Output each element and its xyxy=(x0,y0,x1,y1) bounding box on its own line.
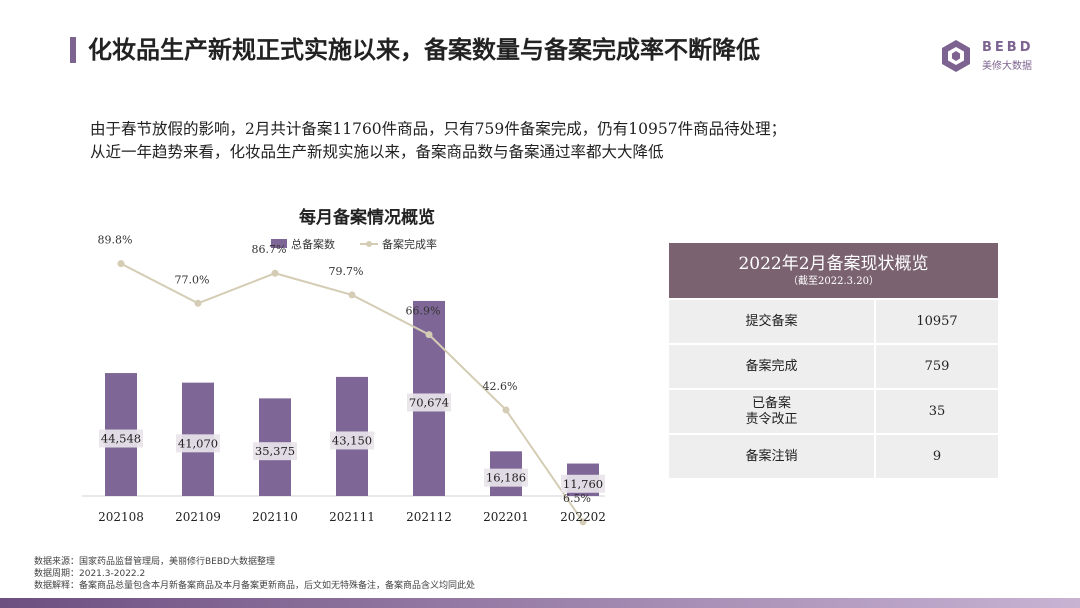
bar-value-label: 43,150 xyxy=(332,433,372,447)
status-value: 9 xyxy=(876,435,998,478)
rate-point xyxy=(579,518,587,526)
rate-value-label: 6.5% xyxy=(563,492,591,505)
legend-bar-swatch xyxy=(271,239,287,248)
status-row: 备案注销 9 xyxy=(669,435,998,478)
bar-value-label: 35,375 xyxy=(255,444,295,458)
status-value: 10957 xyxy=(876,300,998,343)
bar-value-label: 16,186 xyxy=(486,471,526,485)
rate-point xyxy=(348,291,356,299)
status-value: 759 xyxy=(876,345,998,388)
status-label: 提交备案 xyxy=(669,300,874,343)
legend-line-marker xyxy=(366,241,372,247)
bar-value-bg xyxy=(561,474,605,493)
bar-value-label: 44,548 xyxy=(101,432,141,446)
bar-value-bg xyxy=(407,393,451,412)
bar-value-bg xyxy=(253,442,297,461)
status-row: 已备案 责令改正 35 xyxy=(669,390,998,433)
legend-line-label: 备案完成率 xyxy=(382,237,437,251)
x-tick-label: 202108 xyxy=(98,510,144,524)
rate-value-label: 42.6% xyxy=(483,380,518,393)
summary-text: 由于春节放假的影响，2月共计备案11760件商品，只有759件备案完成，仍有10… xyxy=(90,118,970,164)
rate-point xyxy=(194,299,202,307)
status-label: 备案注销 xyxy=(669,435,874,478)
title-accent-bar xyxy=(70,37,76,63)
rate-point xyxy=(502,406,510,414)
status-subtitle: （截至2022.3.20） xyxy=(788,276,879,287)
rate-value-label: 89.8% xyxy=(98,234,133,247)
rate-point xyxy=(425,331,433,339)
x-tick-label: 202202 xyxy=(560,510,606,524)
status-value: 35 xyxy=(876,390,998,433)
rate-value-label: 79.7% xyxy=(329,265,364,278)
x-tick-label: 202201 xyxy=(483,510,529,524)
status-label: 已备案 责令改正 xyxy=(669,390,874,433)
brand-logo: BEBD 美修大数据 xyxy=(938,38,1048,72)
summary-line-1: 由于春节放假的影响，2月共计备案11760件商品，只有759件备案完成，仍有10… xyxy=(90,120,787,138)
x-tick-label: 202112 xyxy=(406,510,452,524)
rate-value-label: 66.9% xyxy=(406,305,441,318)
bottom-accent-band xyxy=(0,598,1080,608)
status-title: 2022年2月备案现状概览 xyxy=(738,254,929,274)
bar-value-label: 70,674 xyxy=(409,395,449,409)
footer-notes: 数据来源：国家药品监督管理局，美丽修行BEBD大数据整理 数据周期：2021.3… xyxy=(34,556,475,592)
legend-bar-label: 总备案数 xyxy=(291,237,335,251)
status-row: 提交备案 10957 xyxy=(669,300,998,343)
page-title: 化妆品生产新规正式实施以来，备案数量与备案完成率不断降低 xyxy=(88,36,760,64)
chart-legend: 总备案数 备案完成率 xyxy=(271,237,437,251)
bar-value-bg xyxy=(99,429,143,448)
rate-value-label: 86.7% xyxy=(252,243,287,256)
rate-point xyxy=(117,260,125,268)
x-tick-label: 202109 xyxy=(175,510,221,524)
logo-subtext: 美修大数据 xyxy=(982,61,1032,72)
status-header: 2022年2月备案现状概览 （截至2022.3.20） xyxy=(669,243,998,298)
logo-text: BEBD xyxy=(982,40,1034,55)
bar-value-bg xyxy=(176,434,220,453)
x-tick-label: 202110 xyxy=(252,510,298,524)
chart-title: 每月备案情况概览 xyxy=(299,207,435,228)
bar-value-label: 11,760 xyxy=(563,477,603,491)
summary-line-2: 从近一年趋势来看，化妆品生产新规实施以来，备案商品数与备案通过率都大大降低 xyxy=(90,143,664,161)
footer-note: 数据解释：备案商品总量包含本月新备案商品及本月备案更新商品，后文如无特殊备注，备… xyxy=(34,581,476,591)
status-row: 备案完成 759 xyxy=(669,345,998,388)
rate-value-label: 77.0% xyxy=(175,273,210,286)
footer-period: 数据周期：2021.3-2022.2 xyxy=(34,569,146,579)
hexagon-logo-icon xyxy=(942,40,970,72)
status-label: 备案完成 xyxy=(669,345,874,388)
status-overview-panel: 2022年2月备案现状概览 （截至2022.3.20） 提交备案 10957 备… xyxy=(669,243,998,478)
rate-point xyxy=(271,269,279,277)
bar-value-label: 41,070 xyxy=(178,436,218,450)
bar-value-bg xyxy=(484,468,528,487)
x-tick-label: 202111 xyxy=(329,510,375,524)
footer-source: 数据来源：国家药品监督管理局，美丽修行BEBD大数据整理 xyxy=(34,557,275,567)
bar-value-bg xyxy=(330,431,374,450)
